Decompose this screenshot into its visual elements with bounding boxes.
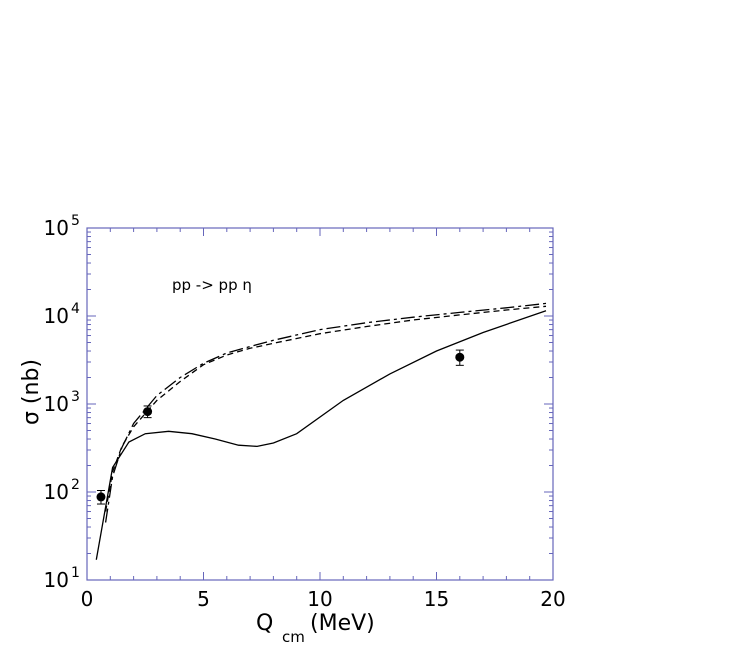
data-point <box>455 352 465 362</box>
axis-ticks <box>86 227 554 581</box>
x-tick-label: 10 <box>307 587 332 611</box>
y-tick-label-base: 10 <box>44 392 69 416</box>
x-axis-title-main: Q <box>256 611 273 636</box>
y-tick-label-base: 10 <box>44 216 69 240</box>
y-tick-label-exponent: 5 <box>71 213 80 229</box>
y-tick-label-exponent: 4 <box>71 301 80 317</box>
x-tick-label: 5 <box>197 587 210 611</box>
data-point <box>143 407 153 417</box>
y-tick-label-exponent: 3 <box>71 389 80 405</box>
x-tick-label: 0 <box>81 587 94 611</box>
data-point <box>96 492 106 502</box>
y-tick-label-base: 10 <box>44 568 69 592</box>
x-axis-title: Q cm (MeV) <box>256 611 375 646</box>
reaction-annotation: pp -> pp η <box>172 276 252 294</box>
series-lines <box>95 302 547 560</box>
series-line-solid <box>95 310 547 560</box>
x-tick-labels: 0 5 10 15 20 <box>81 587 566 611</box>
series-line-dashed <box>104 305 547 512</box>
plot-border <box>86 227 554 581</box>
x-axis-title-unit: (MeV) <box>310 611 375 636</box>
x-axis-title-subscript: cm <box>282 628 305 646</box>
y-tick-label-base: 10 <box>44 304 69 328</box>
series-line-long-dash <box>104 302 547 523</box>
y-tick-label-exponent: 2 <box>71 477 80 493</box>
data-points <box>96 349 465 505</box>
x-tick-label: 15 <box>424 587 449 611</box>
y-axis-title: σ (nb) <box>19 359 44 425</box>
x-tick-label: 20 <box>540 587 565 611</box>
y-tick-label-exponent: 1 <box>71 565 80 581</box>
y-tick-label-base: 10 <box>44 480 69 504</box>
plot-frame <box>86 227 554 581</box>
